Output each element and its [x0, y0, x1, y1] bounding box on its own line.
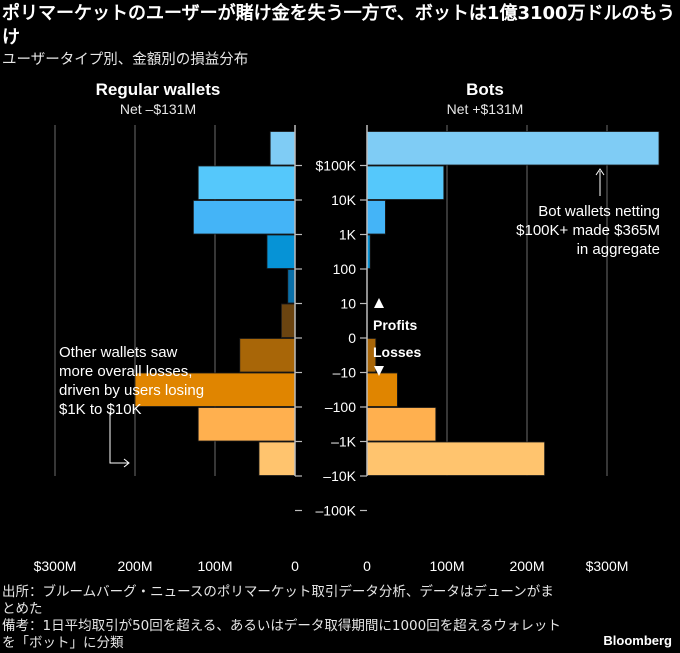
y-tick-label: 1K — [339, 227, 357, 243]
annotation-arrow-line — [109, 412, 128, 464]
regular-bar-profit — [287, 269, 296, 304]
source-note: 出所：ブルームバーグ・ニュースのポリマーケット取引データ分析、データはデューンが… — [2, 584, 554, 617]
y-tick-label: 10 — [340, 296, 356, 312]
y-tick-label: –10 — [333, 365, 357, 381]
y-tick-label: –100K — [316, 503, 357, 519]
right-panel-net: Net +$131M — [446, 101, 524, 117]
regular-annotation-line: driven by users losing — [59, 382, 204, 399]
bot-annotation-line: in aggregate — [577, 241, 660, 258]
right-x-tick-label: 200M — [509, 558, 544, 574]
regular-bar-profit — [197, 165, 296, 200]
bloomberg-logo: Bloomberg — [603, 633, 672, 648]
left-panel-title: Regular wallets — [95, 80, 221, 99]
profits-label: Profits — [373, 317, 418, 333]
chart-area: $100K10K1K100100–10–100–1K–10K–100K$300M… — [34, 125, 660, 574]
methodology-note: 備考：1日平均取引が50回を超える、あるいはデータ取得期間に1000回を超えるウ… — [2, 618, 561, 651]
bot-bar-loss — [366, 441, 546, 476]
y-tick-label: –10K — [323, 468, 356, 484]
y-tick-label: –100 — [325, 399, 356, 415]
left-x-tick-label: 100M — [197, 558, 232, 574]
bot-bar-loss — [366, 372, 398, 407]
regular-bar-profit — [192, 200, 296, 235]
bot-annotation-line: Bot wallets netting — [538, 203, 660, 220]
bot-bar-loss — [366, 407, 437, 442]
left-panel-net: Net –$131M — [119, 101, 197, 117]
losses-label: Losses — [373, 344, 421, 360]
regular-bar-loss — [197, 407, 296, 442]
y-tick-label: 10K — [331, 192, 357, 208]
y-tick-label: 0 — [348, 330, 356, 346]
regular-bar-profit — [266, 234, 296, 269]
right-x-tick-label: 0 — [363, 558, 371, 574]
chart-footer: 出所：ブルームバーグ・ニュースのポリマーケット取引データ分析、データはデューンが… — [2, 584, 562, 652]
bot-bar-profit — [366, 165, 445, 200]
right-panel-title: Bots — [466, 80, 504, 99]
left-x-tick-label: $300M — [34, 558, 77, 574]
right-x-tick-label: $300M — [586, 558, 629, 574]
losses-down-arrow-icon — [374, 366, 384, 376]
regular-bar-loss — [134, 372, 296, 407]
bot-bar-profit — [366, 200, 386, 235]
right-x-tick-label: 100M — [429, 558, 464, 574]
regular-bar-loss — [258, 441, 296, 476]
annotation-arrow-icon — [123, 458, 130, 468]
regular-annotation-line: $1K to $10K — [59, 401, 142, 418]
regular-bar-profit — [269, 131, 296, 166]
regular-bar-loss — [239, 338, 296, 373]
chart-title: ポリマーケットのユーザーが賭け金を失う一方で、ボットは1億3100万ドルのもうけ — [2, 3, 675, 48]
profits-up-arrow-icon — [374, 298, 384, 308]
y-tick-label: $100K — [316, 158, 357, 174]
left-x-tick-label: 0 — [291, 558, 299, 574]
bot-annotation-arrow-icon — [595, 168, 605, 176]
regular-bar-loss — [280, 303, 296, 338]
bot-annotation-line: $100K+ made $365M — [516, 222, 660, 239]
y-tick-label: 100 — [333, 261, 357, 277]
bot-bar-profit — [366, 131, 660, 166]
y-tick-label: –1K — [331, 434, 357, 450]
chart-subtitle: ユーザータイプ別、金額別の損益分布 — [2, 52, 249, 68]
left-x-tick-label: 200M — [117, 558, 152, 574]
regular-annotation-line: more overall losses, — [59, 363, 192, 380]
regular-annotation-line: Other wallets saw — [59, 344, 178, 361]
